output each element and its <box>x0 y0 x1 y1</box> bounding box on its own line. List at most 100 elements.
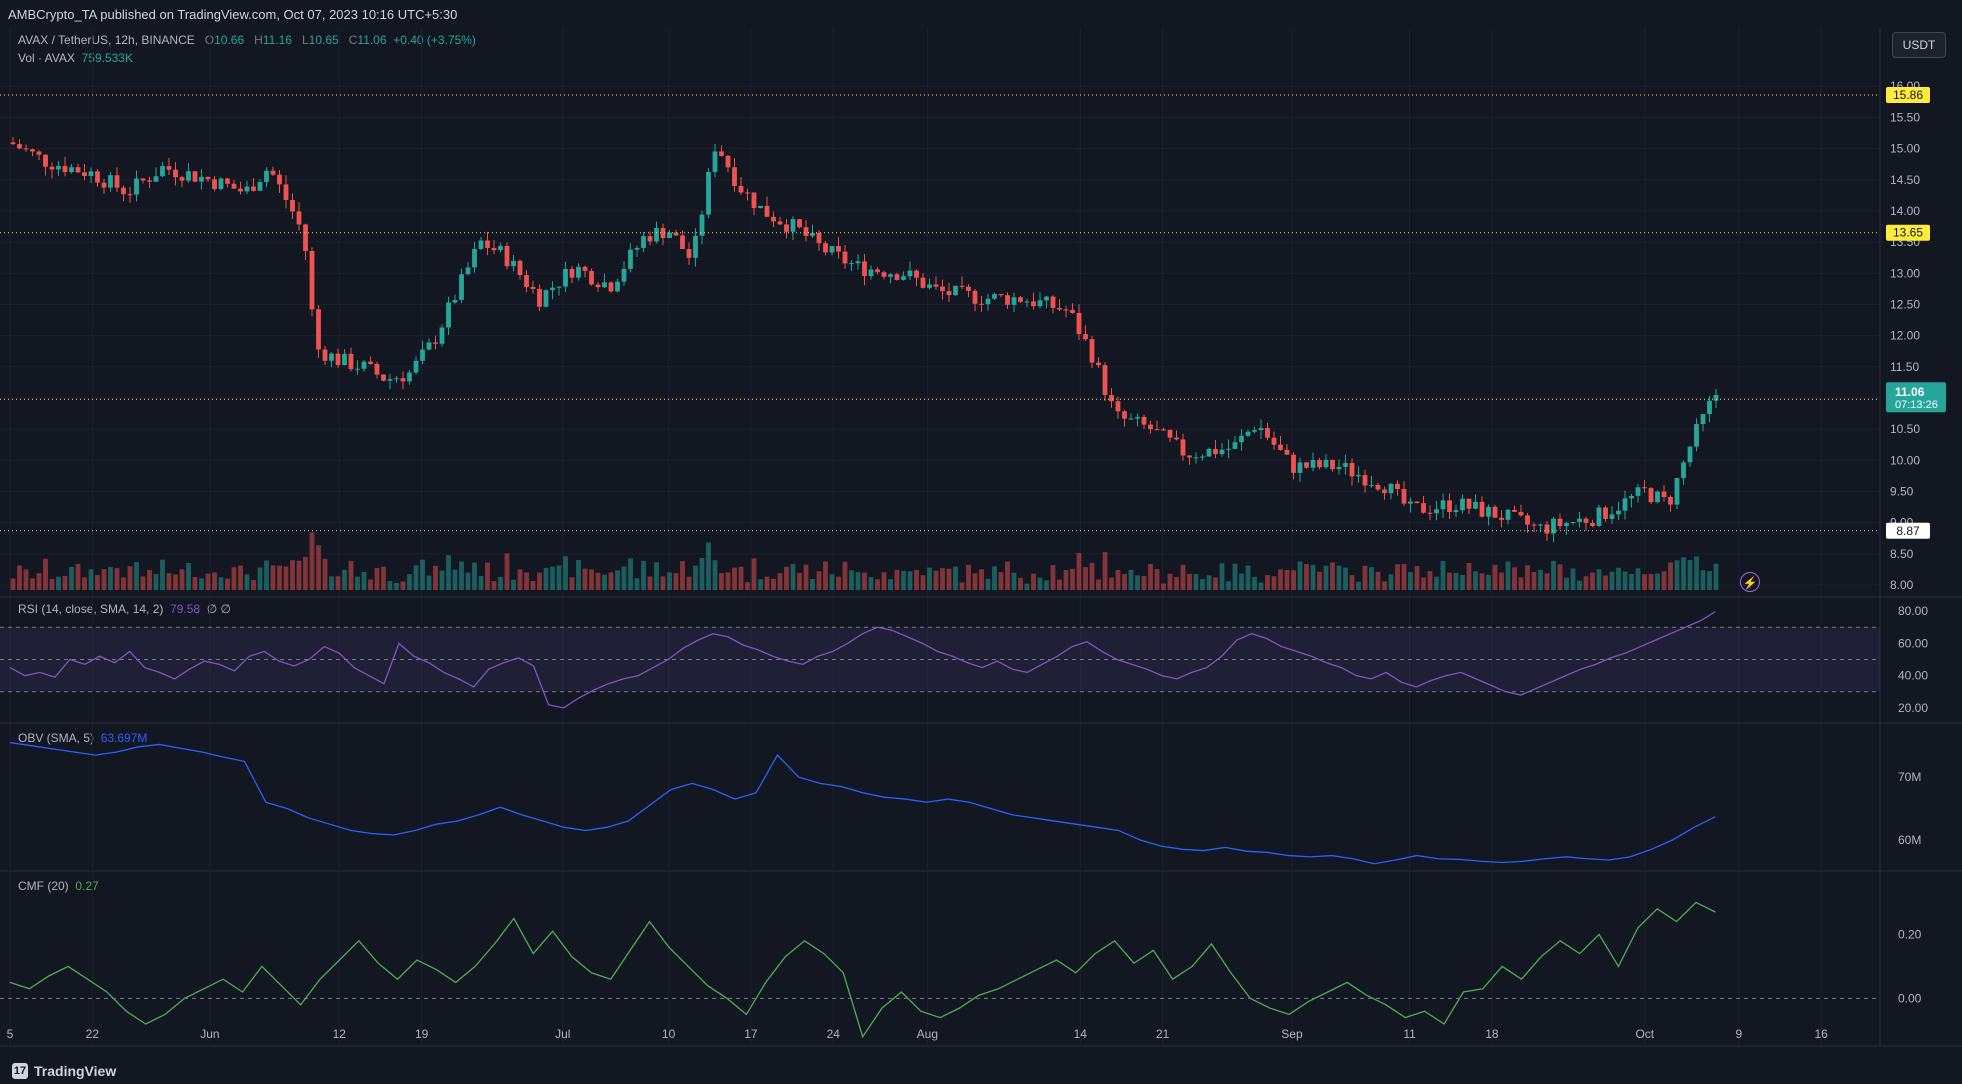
volume-bar <box>1681 557 1686 590</box>
volume-bar <box>836 576 841 590</box>
volume-bar <box>1161 583 1166 590</box>
volume-bar <box>1057 579 1062 590</box>
candle-body <box>673 232 679 236</box>
volume-bar <box>1011 572 1017 590</box>
volume-bar <box>1674 560 1680 590</box>
volume-bar <box>641 560 646 590</box>
candle-body <box>992 294 997 299</box>
candle-body <box>491 247 497 251</box>
candle-body <box>849 263 854 265</box>
rsi-legend: RSI (14, close, SMA, 14, 2) 79.58 ∅ ∅ <box>18 602 231 616</box>
candle-body <box>30 149 35 152</box>
volume-bar <box>803 564 809 590</box>
candle-body <box>160 166 165 177</box>
volume-bar <box>1031 573 1036 590</box>
price-tick-label: 10.00 <box>1890 453 1920 467</box>
cmf-label[interactable]: CMF (20) <box>18 879 69 893</box>
candle-body <box>1037 300 1043 307</box>
volume-bar <box>1245 565 1251 590</box>
obv-value: 63.697M <box>100 731 148 745</box>
volume-bar <box>1570 568 1576 590</box>
volume-bar <box>329 576 334 590</box>
volume-bar <box>823 561 828 590</box>
volume-bar <box>1440 561 1446 590</box>
volume-bar <box>589 569 594 590</box>
price-tick-label: 11.50 <box>1890 360 1919 374</box>
volume-bar <box>1466 562 1472 590</box>
price-tick-label: 13.00 <box>1890 266 1920 280</box>
volume-bar <box>1141 576 1147 590</box>
volume-bar <box>218 577 224 590</box>
candle-body <box>1668 496 1673 505</box>
candle-body <box>1031 301 1036 307</box>
candle-body <box>355 368 360 370</box>
candle-body <box>212 179 217 189</box>
candle-body <box>1369 484 1374 486</box>
low-value: 10.65 <box>308 33 339 47</box>
volume-bar <box>1154 568 1160 590</box>
volume-bar <box>166 573 172 590</box>
time-tick-label: 21 <box>1156 1027 1170 1041</box>
tradingview-logo-icon[interactable]: 17 <box>12 1063 28 1079</box>
volume-bar <box>426 575 432 590</box>
volume-bar <box>1382 581 1387 590</box>
candle-body <box>1057 307 1062 310</box>
volume-bar <box>615 570 620 590</box>
candle-body <box>134 178 139 195</box>
price-tick-label: 8.50 <box>1890 547 1914 561</box>
candle-body <box>1687 446 1693 463</box>
candle-body <box>1713 394 1719 401</box>
volume-bar <box>1258 582 1264 590</box>
volume-bar <box>1076 553 1082 590</box>
obv-label[interactable]: OBV (SMA, 5) <box>18 731 95 745</box>
candle-body <box>329 353 334 361</box>
axis-labels: 8.008.509.009.5010.0010.5011.0011.5012.0… <box>7 79 1946 1041</box>
volume-bar <box>1434 576 1439 590</box>
volume-bar <box>1109 577 1114 590</box>
candle-body <box>712 151 718 172</box>
rsi-label[interactable]: RSI (14, close, SMA, 14, 2) <box>18 602 164 616</box>
volume-bar <box>498 576 503 590</box>
brand-name[interactable]: TradingView <box>34 1063 117 1079</box>
high-value: 11.16 <box>262 33 292 47</box>
symbol-name[interactable]: AVAX / TetherUS, 12h, BINANCE <box>18 33 195 47</box>
candle-body <box>257 182 263 191</box>
flash-icon[interactable]: ⚡ <box>1740 572 1760 592</box>
volume-label[interactable]: Vol · AVAX <box>18 51 75 65</box>
volume-bar <box>751 558 757 590</box>
price-tick-label: 10.50 <box>1890 422 1920 436</box>
price-tick-label: 8.00 <box>1890 578 1914 592</box>
volume-bar <box>1310 564 1316 590</box>
volume-bar <box>1596 569 1602 590</box>
candle-body <box>199 176 204 182</box>
volume-bar <box>23 569 29 590</box>
volume-bar <box>108 567 113 590</box>
candle-body <box>1096 362 1101 366</box>
currency-button[interactable]: USDT <box>1892 32 1946 58</box>
candle-body <box>1440 500 1446 510</box>
candle-body <box>1564 523 1569 527</box>
candle-body <box>49 166 55 170</box>
candle-body <box>589 270 594 285</box>
volume-bar <box>1174 577 1179 590</box>
candle-body <box>205 176 211 180</box>
volume-bar <box>1700 570 1706 590</box>
volume-bar <box>1200 578 1205 590</box>
candle-body <box>1063 309 1069 311</box>
volume-bar <box>868 577 874 590</box>
volume-bar <box>1037 577 1043 590</box>
volume-bar <box>777 573 783 590</box>
volume-bar <box>186 563 191 590</box>
last-price-badge <box>1886 382 1946 413</box>
candle-body <box>1629 495 1634 499</box>
volume-bar <box>719 573 724 590</box>
candle-body <box>1648 488 1654 503</box>
volume-bar <box>1089 562 1095 590</box>
volume-bar <box>1291 570 1296 590</box>
candle-body <box>784 224 789 232</box>
volume-bar <box>205 573 211 590</box>
candle-body <box>1551 518 1556 534</box>
candle-body <box>342 353 347 366</box>
candle-body <box>56 165 61 170</box>
